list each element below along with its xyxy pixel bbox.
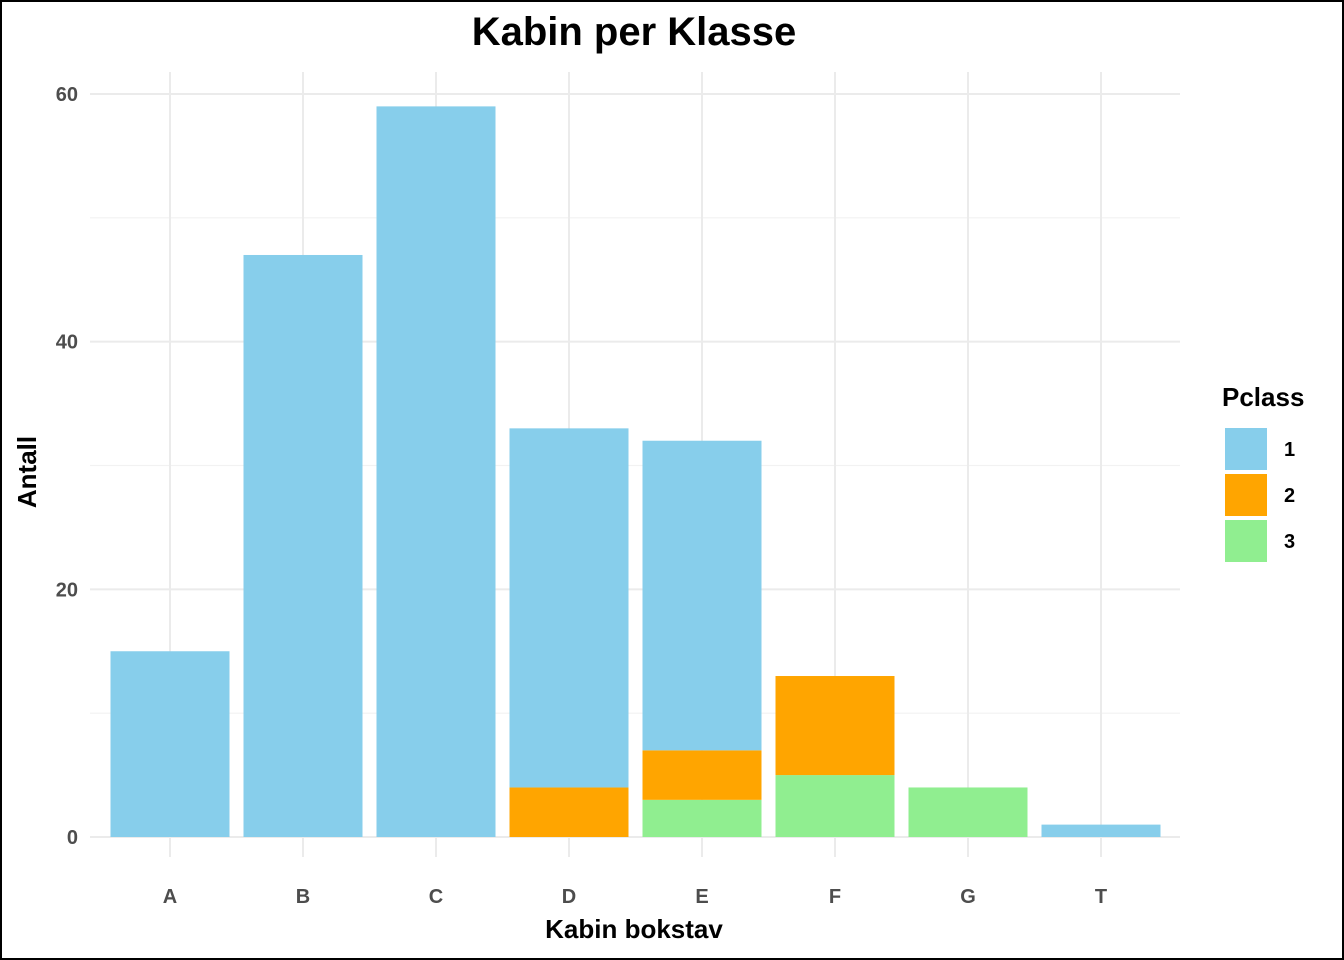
bar-G-pclass-3 <box>908 787 1028 837</box>
legend-swatch-3 <box>1225 520 1267 562</box>
y-tick-label: 0 <box>67 827 78 849</box>
legend-label-2: 2 <box>1284 485 1295 507</box>
y-axis-ticks: 0 20 40 60 <box>56 84 78 849</box>
legend-label-3: 3 <box>1284 531 1295 553</box>
legend-swatch-2 <box>1225 474 1267 516</box>
x-tick-label: A <box>163 886 177 908</box>
bar-A-pclass-1 <box>110 651 230 837</box>
x-tick-label: F <box>829 886 841 908</box>
y-tick-label: 40 <box>56 332 78 354</box>
legend-title: Pclass <box>1222 382 1304 412</box>
bar-D-pclass-2 <box>509 787 629 837</box>
legend-label-1: 1 <box>1284 439 1295 461</box>
bar-F-pclass-3 <box>775 775 895 837</box>
legend-items: 1 2 3 <box>1225 428 1295 562</box>
x-tick-label: G <box>960 886 976 908</box>
legend: Pclass 1 2 3 <box>1222 382 1304 562</box>
x-tick-label: B <box>296 886 310 908</box>
x-tick-label: C <box>429 886 443 908</box>
bar-D-pclass-1 <box>509 428 629 788</box>
y-axis-title: Antall <box>12 436 42 508</box>
x-axis-title: Kabin bokstav <box>545 914 723 944</box>
x-tick-label: E <box>695 886 708 908</box>
bars <box>110 106 1161 838</box>
bar-E-pclass-1 <box>642 440 762 751</box>
bar-E-pclass-2 <box>642 750 762 800</box>
x-tick-label: D <box>562 886 576 908</box>
bar-C-pclass-1 <box>376 106 496 838</box>
bar-T-pclass-1 <box>1041 824 1161 837</box>
chart-title: Kabin per Klasse <box>472 10 797 54</box>
y-tick-label: 20 <box>56 579 78 601</box>
x-tick-label: T <box>1095 886 1107 908</box>
y-tick-label: 60 <box>56 84 78 106</box>
legend-swatch-1 <box>1225 428 1267 470</box>
bar-E-pclass-3 <box>642 799 762 837</box>
bar-F-pclass-2 <box>775 676 895 776</box>
bar-B-pclass-1 <box>243 254 363 837</box>
